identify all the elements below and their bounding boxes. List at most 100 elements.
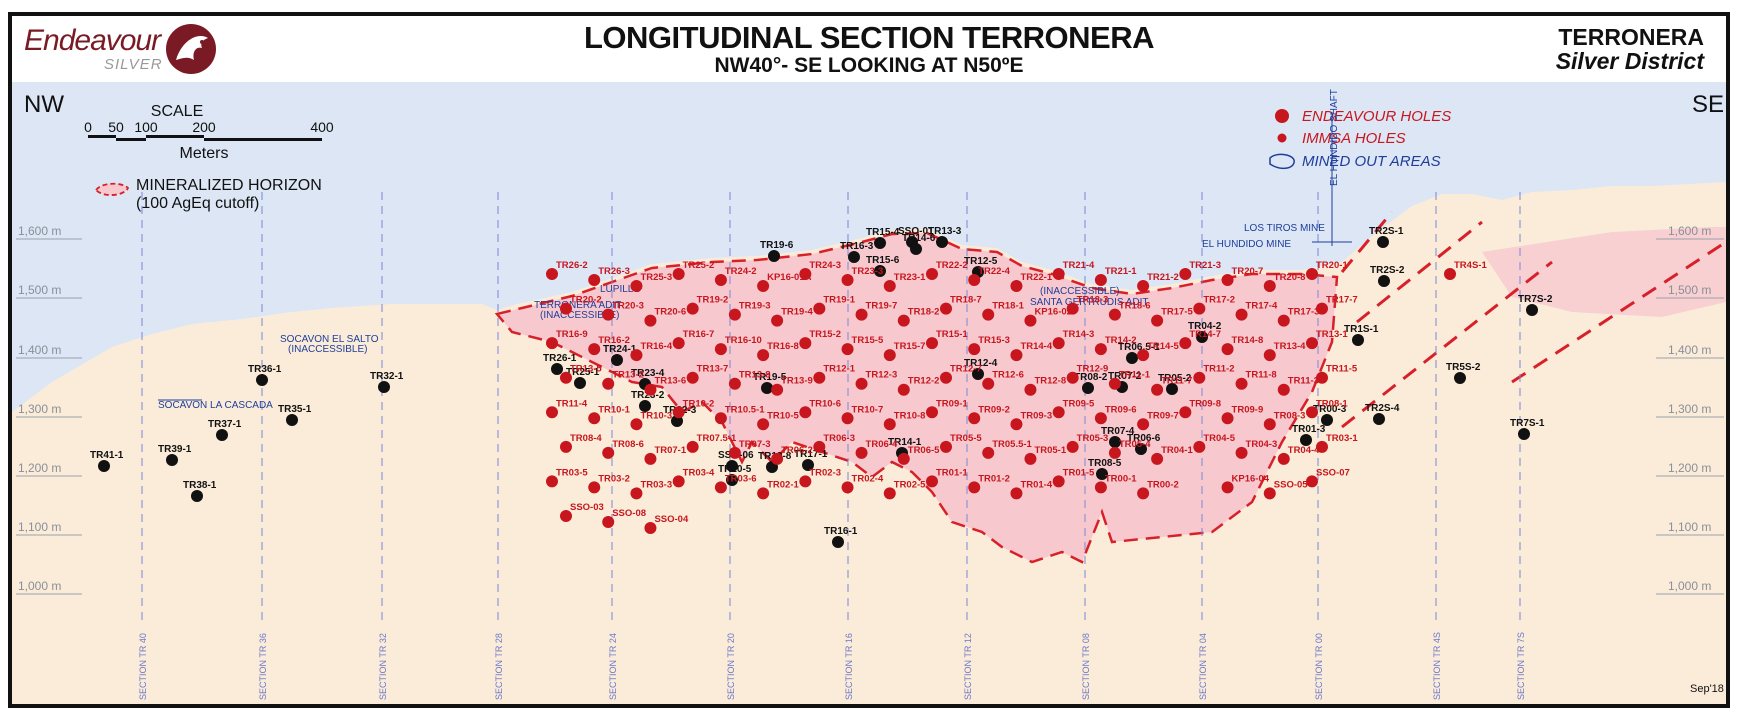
endeavour-hole-label: TR14-5 xyxy=(1147,341,1179,352)
immsa-hole-label: TR20-5 xyxy=(718,464,752,475)
endeavour-hole-marker xyxy=(672,475,685,488)
endeavour-hole-marker xyxy=(813,440,826,453)
endeavour-hole-marker xyxy=(1235,446,1248,459)
endeavour-hole-marker xyxy=(686,440,699,453)
endeavour-hole-label: SSO-04 xyxy=(654,514,689,525)
endeavour-hole-label: TR03-3 xyxy=(640,479,672,490)
endeavour-hole-marker xyxy=(1108,446,1121,459)
endeavour-hole-label: TR08-1 xyxy=(1316,398,1348,409)
elevation-label-left: 1,400 m xyxy=(18,343,61,357)
endeavour-hole-marker xyxy=(1263,418,1276,431)
immsa-hole-marker xyxy=(286,414,298,426)
endeavour-hole-label: TR13-9 xyxy=(781,376,813,387)
immsa-hole-marker xyxy=(1518,428,1530,440)
endeavour-hole-marker xyxy=(644,452,657,465)
endeavour-hole-label: TR25-3 xyxy=(640,272,672,283)
endeavour-hole-marker xyxy=(602,308,615,321)
endeavour-hole-marker xyxy=(1094,343,1107,356)
svg-text:EL HUNDIDO MINE: EL HUNDIDO MINE xyxy=(1202,239,1291,250)
endeavour-hole-label: TR14-7 xyxy=(1189,329,1221,340)
svg-text:(INACCESSIBLE): (INACCESSIBLE) xyxy=(288,344,367,355)
endeavour-hole-marker xyxy=(546,268,558,280)
svg-text:TERRONERA ADIT: TERRONERA ADIT xyxy=(534,300,621,311)
endeavour-hole-label: SSO-03 xyxy=(570,502,604,513)
svg-text:MINERALIZED HORIZON: MINERALIZED HORIZON xyxy=(136,177,322,194)
endeavour-hole-label: TR22-1 xyxy=(1020,272,1052,283)
endeavour-hole-label: TR00-1 xyxy=(1105,473,1137,484)
immsa-hole-marker xyxy=(726,460,738,472)
endeavour-hole-marker xyxy=(644,522,657,534)
endeavour-hole-marker xyxy=(630,418,643,431)
endeavour-hole-label: TR19-2 xyxy=(697,295,729,306)
endeavour-holes: TR26-2TR26-3TR25-3TR25-2TR24-2KP16-01ATR… xyxy=(546,260,1487,534)
endeavour-hole-label: TR16-7 xyxy=(683,329,715,340)
endeavour-hole-label: TR10.5-1 xyxy=(725,404,765,415)
endeavour-hole-label: TR07.5-1 xyxy=(697,433,737,444)
endeavour-hole-marker xyxy=(1137,280,1150,292)
elevation-label-right: 1,300 m xyxy=(1668,402,1711,416)
endeavour-hole-marker xyxy=(1094,412,1107,425)
immsa-hole-marker xyxy=(1526,304,1538,316)
district-subtitle: Silver District xyxy=(1555,48,1704,74)
immsa-hole-label: TR7S-2 xyxy=(1518,294,1553,305)
endeavour-hole-marker xyxy=(546,406,558,419)
svg-text:(100 AgEq cutoff): (100 AgEq cutoff) xyxy=(136,195,259,212)
elevation-label-right: 1,200 m xyxy=(1668,461,1711,475)
immsa-hole-marker xyxy=(802,459,814,471)
legend-endeavour-label: ENDEAVOUR HOLES xyxy=(1302,108,1451,125)
endeavour-hole-label: TR14-8 xyxy=(1232,335,1264,346)
endeavour-hole-label: TR06-5 xyxy=(908,445,940,456)
endeavour-hole-label: TR08-4 xyxy=(570,433,602,444)
map-title: LONGITUDINAL SECTION TERRONERA xyxy=(584,20,1155,55)
endeavour-hole-marker xyxy=(1010,487,1023,500)
endeavour-hole-marker xyxy=(813,371,826,384)
endeavour-hole-label: TR13-1 xyxy=(1316,329,1348,340)
immsa-hole-label: TR14-1 xyxy=(888,437,922,448)
immsa-hole-label: TR7S-1 xyxy=(1510,418,1545,429)
immsa-hole-label: TR08-2 xyxy=(1074,372,1108,383)
endeavour-hole-label: TR20-3 xyxy=(612,301,644,312)
section-label: SECTION TR 32 xyxy=(378,633,388,700)
endeavour-hole-label: TR09-3 xyxy=(1020,410,1052,421)
logo-brand: Endeavour xyxy=(24,24,161,57)
endeavour-hole-label: TR18-7 xyxy=(950,295,982,306)
elevation-label-left: 1,600 m xyxy=(18,224,61,238)
immsa-hole-marker xyxy=(1300,434,1312,446)
immsa-hole-marker xyxy=(1321,414,1333,426)
scale-tick-50: 50 xyxy=(108,119,124,135)
endeavour-hole-label: TR25-2 xyxy=(683,260,715,271)
elevation-label-right: 1,500 m xyxy=(1668,283,1711,297)
endeavour-hole-marker xyxy=(1094,274,1107,286)
endeavour-hole-label: TR12-8 xyxy=(1034,376,1066,387)
endeavour-hole-marker xyxy=(1306,406,1318,419)
endeavour-hole-marker xyxy=(841,412,854,425)
endeavour-hole-marker xyxy=(897,314,910,327)
endeavour-hole-marker xyxy=(855,377,868,390)
endeavour-hole-marker xyxy=(940,371,952,384)
immsa-hole-label: SSO-01 xyxy=(898,226,934,237)
svg-text:SOCAVON EL SALTO: SOCAVON EL SALTO xyxy=(280,334,379,345)
map-subtitle: NW40°- SE LOOKING AT N50ºE xyxy=(714,54,1024,77)
section-svg: 1,600 m 1,600 m 1,500 m 1,500 m 1,400 m 1,400… xyxy=(12,82,1726,704)
elevation-ticks: 1,600 m 1,600 m 1,500 m 1,500 m 1,400 m 1,400… xyxy=(16,224,1724,595)
immsa-hole-label: TR01-3 xyxy=(1292,424,1326,435)
endeavour-hole-label: TR01-4 xyxy=(1020,479,1052,490)
endeavour-hole-label: TR19-7 xyxy=(866,301,898,312)
elevation-label-left: 1,000 m xyxy=(18,579,61,593)
elevation-label-left: 1,300 m xyxy=(18,402,61,416)
endeavour-hole-marker xyxy=(630,280,643,292)
endeavour-hole-label: TR09-6 xyxy=(1105,404,1137,415)
endeavour-hole-label: TR4S-1 xyxy=(1454,260,1487,271)
endeavour-hole-marker xyxy=(1151,452,1164,465)
endeavour-hole-marker xyxy=(588,412,601,425)
endeavour-hole-marker xyxy=(1066,302,1079,315)
endeavour-hole-label: TR24-3 xyxy=(809,260,841,271)
endeavour-hole-marker xyxy=(855,308,868,321)
endeavour-hole-marker xyxy=(1221,412,1234,425)
endeavour-hole-label: TR11-8 xyxy=(1246,370,1277,381)
endeavour-hole-marker xyxy=(883,280,896,292)
workings-labels: LUPILLO TERRONERA ADIT (INACCESSIBLE) SO… xyxy=(158,89,1340,411)
endeavour-hole-label: TR20-2 xyxy=(570,295,602,306)
section-label: SECTION TR 24 xyxy=(608,633,618,700)
section-label: SECTION TR 00 xyxy=(1314,633,1324,700)
